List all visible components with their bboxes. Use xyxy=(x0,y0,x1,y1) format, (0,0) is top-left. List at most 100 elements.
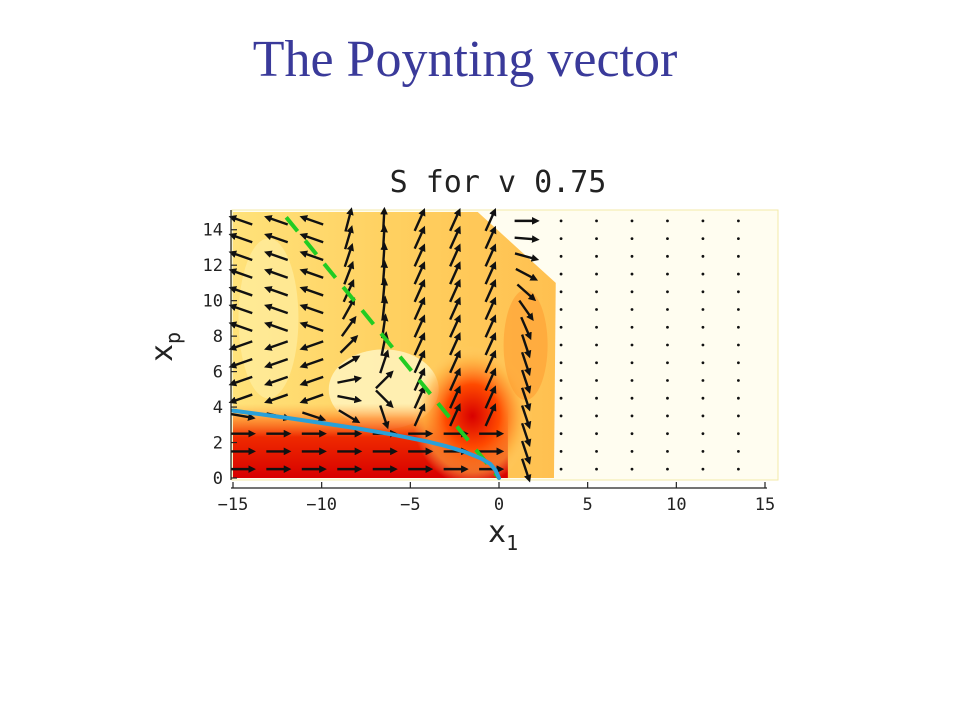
field-dot xyxy=(595,272,598,276)
field-dot xyxy=(701,414,705,418)
field-dot xyxy=(559,290,563,294)
field-arrow xyxy=(484,243,497,267)
field-arrow xyxy=(449,296,461,321)
x-tick-label: −10 xyxy=(306,495,337,515)
field-arrow xyxy=(413,314,426,338)
field-dot xyxy=(630,361,634,365)
field-arrow xyxy=(449,385,461,409)
field-dot xyxy=(737,432,740,436)
field-dot xyxy=(559,379,563,382)
field-dot xyxy=(701,432,705,436)
overlay-curves xyxy=(231,216,501,480)
field-arrow xyxy=(449,208,461,232)
field-dot xyxy=(666,254,669,258)
field-arrow xyxy=(228,393,253,404)
field-arrow xyxy=(264,303,289,315)
field-dot xyxy=(559,237,563,241)
field-dot xyxy=(559,414,563,418)
field-dot xyxy=(630,290,634,294)
field-dot xyxy=(559,308,563,311)
field-arrow xyxy=(520,405,532,430)
field-arrow xyxy=(340,315,357,337)
y-tick-label: 12 xyxy=(203,256,223,276)
field-arrow xyxy=(338,355,361,370)
field-arrow xyxy=(379,349,390,374)
field-dot xyxy=(595,343,598,347)
field-dot xyxy=(630,467,634,471)
field-arrow xyxy=(484,208,497,232)
y-tick-label: 14 xyxy=(203,221,223,241)
field-dot xyxy=(595,290,598,294)
y-tick-label: 10 xyxy=(203,292,223,312)
field-arrow xyxy=(339,335,359,354)
green-dashed-line xyxy=(284,216,501,480)
field-dot xyxy=(737,414,740,418)
field-arrow xyxy=(228,232,253,244)
field-arrow xyxy=(484,349,497,374)
field-dot xyxy=(737,308,740,311)
heat-background xyxy=(233,212,556,478)
x-tick-label: −15 xyxy=(218,495,249,515)
field-arrow xyxy=(380,260,389,286)
field-dot xyxy=(666,308,669,311)
field-arrow xyxy=(520,422,532,448)
field-arrow xyxy=(520,458,532,483)
field-dot xyxy=(630,237,634,241)
field-dot xyxy=(737,237,740,241)
y-tick-label: 2 xyxy=(213,434,223,454)
field-arrow xyxy=(449,278,461,303)
field-dot xyxy=(666,290,669,294)
x-tick-label: −5 xyxy=(400,495,420,515)
field-arrow xyxy=(413,403,426,427)
field-dot xyxy=(701,237,705,241)
field-arrow xyxy=(343,242,354,268)
field-dot xyxy=(701,290,705,294)
chart-title: S for v 0.75 xyxy=(390,165,607,200)
field-arrow xyxy=(264,375,289,387)
field-dot xyxy=(666,396,669,400)
field-arrow xyxy=(413,225,426,250)
field-arrow xyxy=(516,283,537,302)
field-arrow xyxy=(228,340,253,351)
field-dot xyxy=(701,396,705,400)
field-arrow xyxy=(228,215,253,226)
field-arrow xyxy=(449,367,461,391)
field-arrow xyxy=(413,332,426,356)
field-dot xyxy=(737,325,740,329)
field-arrow xyxy=(484,278,497,303)
field-arrow xyxy=(299,268,324,279)
field-arrow xyxy=(484,225,497,250)
field-dot xyxy=(666,432,669,436)
field-dot xyxy=(701,379,705,382)
field-arrow xyxy=(413,278,426,303)
field-arrow xyxy=(484,314,497,338)
field-arrow xyxy=(413,261,426,285)
x-tick-label: 15 xyxy=(755,495,775,515)
field-dot xyxy=(595,219,598,223)
field-arrow xyxy=(264,250,289,262)
field-dot xyxy=(701,450,705,453)
blue-curve xyxy=(231,408,501,480)
field-dot xyxy=(630,379,634,382)
field-arrow xyxy=(338,409,361,424)
field-dot xyxy=(559,450,563,453)
field-arrow xyxy=(449,403,461,427)
field-arrow xyxy=(518,299,534,322)
field-dot xyxy=(737,290,740,294)
field-arrow xyxy=(264,232,289,244)
field-dot xyxy=(630,219,634,223)
field-arrow xyxy=(520,440,532,465)
field-arrow xyxy=(379,405,390,430)
field-arrow xyxy=(264,286,289,297)
field-dot xyxy=(595,325,598,329)
field-dot xyxy=(559,254,563,258)
field-dot xyxy=(595,379,598,382)
x-axis-label: x1 xyxy=(488,515,518,555)
field-dot xyxy=(666,237,669,241)
field-arrow xyxy=(337,394,363,404)
field-arrow xyxy=(299,375,324,387)
field-arrow xyxy=(484,261,497,285)
field-dot xyxy=(630,308,634,311)
field-arrow xyxy=(344,225,354,250)
field-arrow xyxy=(413,349,426,374)
